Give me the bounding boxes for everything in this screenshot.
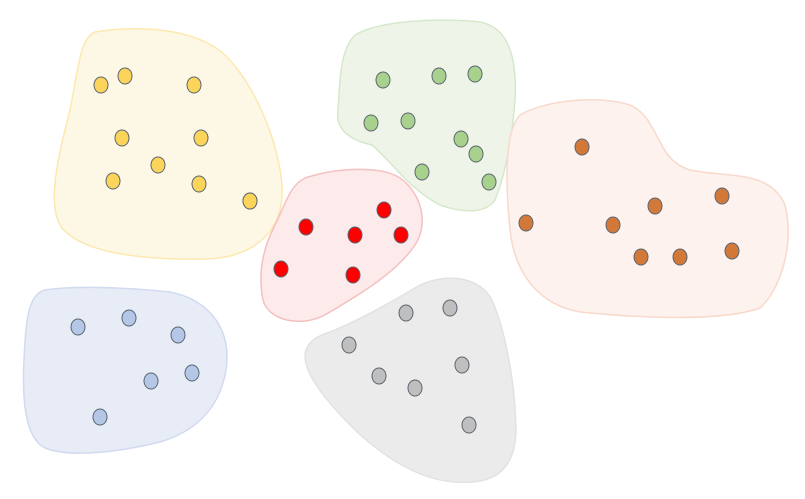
data-point-yellow bbox=[191, 175, 207, 193]
data-point-yellow bbox=[150, 156, 166, 174]
data-point-yellow bbox=[114, 129, 130, 147]
data-point-orange bbox=[605, 216, 621, 234]
data-point-red bbox=[345, 266, 361, 284]
data-point-yellow bbox=[117, 67, 133, 85]
data-point-gray bbox=[407, 379, 423, 397]
data-point-gray bbox=[461, 416, 477, 434]
data-point-green bbox=[467, 65, 483, 83]
data-point-orange bbox=[714, 187, 730, 205]
data-point-blue bbox=[121, 309, 137, 327]
data-point-yellow bbox=[93, 76, 109, 94]
data-point-gray bbox=[371, 367, 387, 385]
cluster-region-gray bbox=[304, 277, 517, 484]
data-point-orange bbox=[633, 248, 649, 266]
data-point-yellow bbox=[105, 172, 121, 190]
data-point-green bbox=[481, 173, 497, 191]
data-point-gray bbox=[442, 299, 458, 317]
data-point-orange bbox=[724, 242, 740, 260]
data-point-red bbox=[298, 218, 314, 236]
data-point-blue bbox=[184, 364, 200, 382]
data-point-gray bbox=[454, 356, 470, 374]
data-point-green bbox=[431, 67, 447, 85]
cluster-region-yellow bbox=[53, 28, 283, 260]
data-point-green bbox=[468, 145, 484, 163]
data-point-red bbox=[376, 201, 392, 219]
data-point-red bbox=[273, 260, 289, 278]
data-point-yellow bbox=[242, 192, 258, 210]
data-point-blue bbox=[70, 318, 86, 336]
data-point-orange bbox=[647, 197, 663, 215]
points-layer bbox=[70, 65, 740, 434]
data-point-yellow bbox=[186, 76, 202, 94]
data-point-green bbox=[375, 71, 391, 89]
data-point-orange bbox=[574, 138, 590, 156]
data-point-blue bbox=[143, 372, 159, 390]
data-point-gray bbox=[398, 304, 414, 322]
data-point-gray bbox=[341, 336, 357, 354]
cluster-region-orange bbox=[506, 99, 789, 319]
data-point-green bbox=[414, 163, 430, 181]
data-point-blue bbox=[92, 408, 108, 426]
data-point-red bbox=[347, 226, 363, 244]
data-point-blue bbox=[170, 326, 186, 344]
data-point-green bbox=[363, 114, 379, 132]
data-point-yellow bbox=[193, 129, 209, 147]
data-point-green bbox=[453, 130, 469, 148]
data-point-green bbox=[400, 112, 416, 130]
data-point-orange bbox=[672, 248, 688, 266]
data-point-orange bbox=[518, 214, 534, 232]
data-point-red bbox=[393, 226, 409, 244]
